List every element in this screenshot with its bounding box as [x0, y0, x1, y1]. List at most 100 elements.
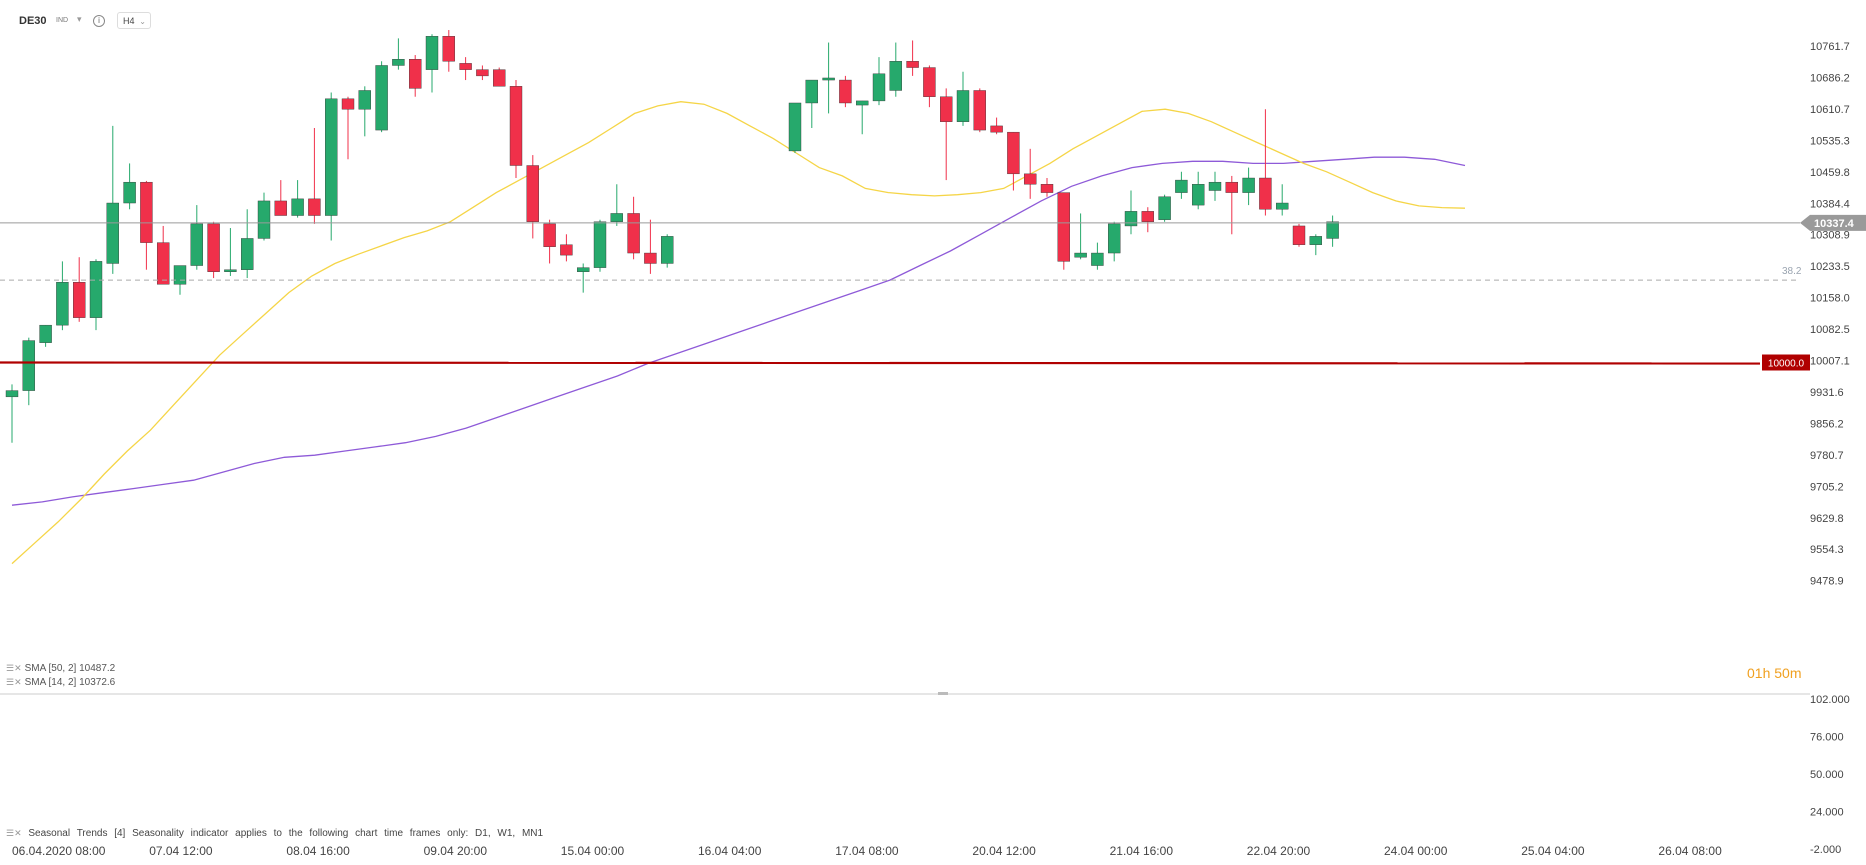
- candle: [325, 92, 338, 241]
- candle-body: [207, 223, 220, 272]
- candle: [661, 234, 674, 268]
- candle: [375, 61, 388, 133]
- symbol-dropdown-icon[interactable]: ▾: [77, 14, 82, 24]
- candle-body: [1292, 225, 1306, 245]
- candle: [627, 196, 640, 260]
- candle: [973, 88, 986, 133]
- sma-lines: [11, 101, 1466, 565]
- level-label: 10000.0: [1768, 359, 1805, 370]
- settings-icon[interactable]: ☰✕: [6, 828, 22, 838]
- candle-body: [661, 236, 674, 264]
- time-tick-label: 26.04 08:00: [1658, 844, 1722, 858]
- time-tick-label: 17.04 08:00: [835, 844, 899, 858]
- candle: [940, 88, 953, 181]
- legend-sma50[interactable]: ☰✕ SMA [50, 2] 10487.2: [6, 663, 115, 674]
- info-icon[interactable]: i: [93, 15, 105, 27]
- legend-sma14-text: SMA [14, 2] 10372.6: [24, 677, 116, 688]
- settings-icon[interactable]: ☰✕: [6, 677, 22, 687]
- sma14-line: [11, 101, 1466, 565]
- candle-body: [872, 73, 886, 102]
- candle-body: [627, 213, 640, 254]
- candle: [190, 205, 204, 270]
- candle: [89, 259, 103, 331]
- candle-body: [990, 125, 1003, 133]
- candle-body: [940, 96, 953, 122]
- price-tick-label: 9931.6: [1810, 387, 1844, 399]
- price-levels: 10337.4 38.2 10000.0: [0, 214, 1866, 371]
- candle-body: [1191, 184, 1205, 206]
- candle: [1242, 167, 1255, 206]
- candle-body: [493, 69, 506, 87]
- candle: [1023, 148, 1037, 199]
- candle-body: [1158, 196, 1171, 220]
- candle-body: [56, 282, 69, 326]
- candle: [543, 219, 556, 264]
- symbol-type-label: IND: [56, 17, 69, 24]
- legend-sma14[interactable]: ☰✕ SMA [14, 2] 10372.6: [6, 677, 115, 688]
- candle-body: [156, 242, 170, 285]
- settings-icon[interactable]: ☰✕: [6, 663, 22, 673]
- candle-body: [788, 102, 802, 152]
- candle-body: [1242, 177, 1255, 193]
- candle: [1191, 171, 1205, 210]
- candle: [923, 65, 936, 108]
- candle: [839, 75, 852, 108]
- candle: [442, 30, 455, 72]
- candle: [610, 184, 623, 226]
- seasonal-trends-legend[interactable]: ☰✕ Seasonal Trends [4] Seasonality indic…: [6, 828, 543, 839]
- candle-body: [5, 390, 19, 398]
- candle-body: [1175, 179, 1188, 193]
- candle-body: [140, 181, 153, 243]
- candle-body: [308, 198, 321, 216]
- candle: [560, 234, 573, 262]
- candle-body: [89, 261, 103, 318]
- candle-countdown: 01h 50m: [1747, 665, 1802, 681]
- time-tick-label: 07.04 12:00: [149, 844, 213, 858]
- candle-body: [257, 200, 271, 239]
- candle-body: [341, 98, 355, 110]
- candle-body: [358, 90, 371, 110]
- price-tick-label: 10686.2: [1810, 72, 1850, 84]
- candle: [872, 57, 886, 106]
- symbol-label[interactable]: DE30: [19, 15, 47, 27]
- candle-body: [442, 36, 455, 62]
- timeframe-select[interactable]: H4 ⌄: [117, 12, 151, 29]
- candle: [1225, 175, 1239, 235]
- candle: [1124, 190, 1138, 235]
- price-axis[interactable]: 10761.7 10686.2 10610.7 10535.3 10459.8 10384…: [1810, 41, 1850, 588]
- candle-body: [224, 269, 237, 272]
- candle: [1040, 178, 1054, 197]
- candle-body: [1107, 223, 1121, 254]
- chart-guides: [0, 692, 1810, 695]
- candle: [956, 71, 970, 126]
- level-line: [0, 361, 1761, 365]
- candle-body: [593, 221, 607, 268]
- candle-body: [1208, 181, 1222, 191]
- level-badge: [1762, 354, 1810, 371]
- candle: [1175, 171, 1188, 199]
- price-tick-label: 10308.9: [1810, 230, 1850, 242]
- candle-body: [409, 59, 422, 89]
- candle-body: [610, 213, 623, 222]
- candle-body: [274, 200, 287, 216]
- candle-body: [923, 67, 936, 97]
- time-axis[interactable]: 06.04.2020 08:00 07.04 12:00 08.04 16:00 09…: [12, 844, 1722, 858]
- candle-body: [291, 198, 304, 216]
- candle: [990, 117, 1003, 135]
- candle-body: [106, 202, 120, 264]
- candle: [207, 221, 220, 279]
- candle: [1309, 234, 1323, 256]
- price-tick-label: 10007.1: [1810, 356, 1850, 368]
- candle: [805, 79, 818, 128]
- candle-body: [543, 223, 556, 247]
- candle-body: [839, 79, 852, 104]
- candle-body: [22, 340, 35, 391]
- candle-body: [889, 61, 902, 91]
- indicator-axis: 102.000 76.000 50.000 24.000 -2.000: [1810, 694, 1850, 856]
- candle: [308, 127, 321, 224]
- price-tick-label: 10459.8: [1810, 167, 1850, 179]
- candle: [358, 86, 371, 137]
- candle-body: [39, 324, 52, 343]
- candle-body: [1326, 221, 1339, 239]
